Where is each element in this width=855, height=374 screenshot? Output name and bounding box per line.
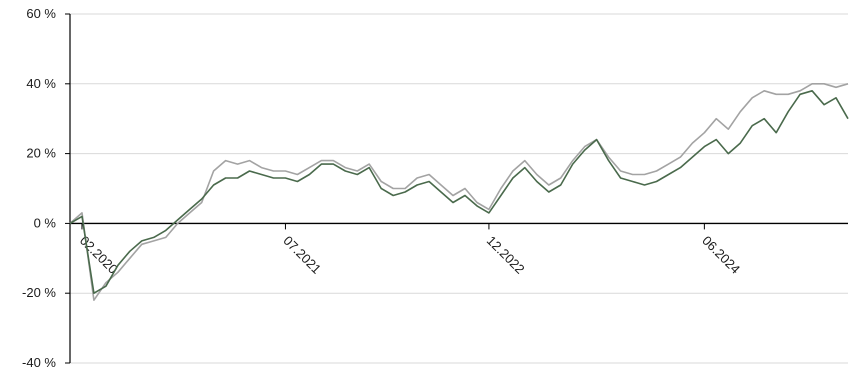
grid-lines: [70, 13, 848, 364]
x-tick-label: 07.2021: [280, 233, 324, 277]
x-tick-label: 12.2022: [484, 233, 528, 277]
y-tick-label: 20 %: [26, 146, 56, 161]
x-axis: 02.2020 07.2021 12.2022 06.2024: [70, 222, 848, 277]
y-axis: -40 % -20 % 0 % 20 % 40 % 60 %: [22, 6, 71, 370]
series-line-light: [69, 83, 849, 302]
x-tick-label: 06.2024: [699, 233, 743, 277]
y-tick-label: -20 %: [22, 285, 56, 300]
series-line-dark: [69, 90, 849, 295]
y-tick-label: -40 %: [22, 355, 56, 370]
series-lines: [69, 83, 849, 302]
y-tick-label: 40 %: [26, 76, 56, 91]
x-tick-label: 02.2020: [77, 233, 121, 277]
y-tick-label: 60 %: [26, 6, 56, 21]
y-tick-label: 0 %: [34, 215, 57, 230]
